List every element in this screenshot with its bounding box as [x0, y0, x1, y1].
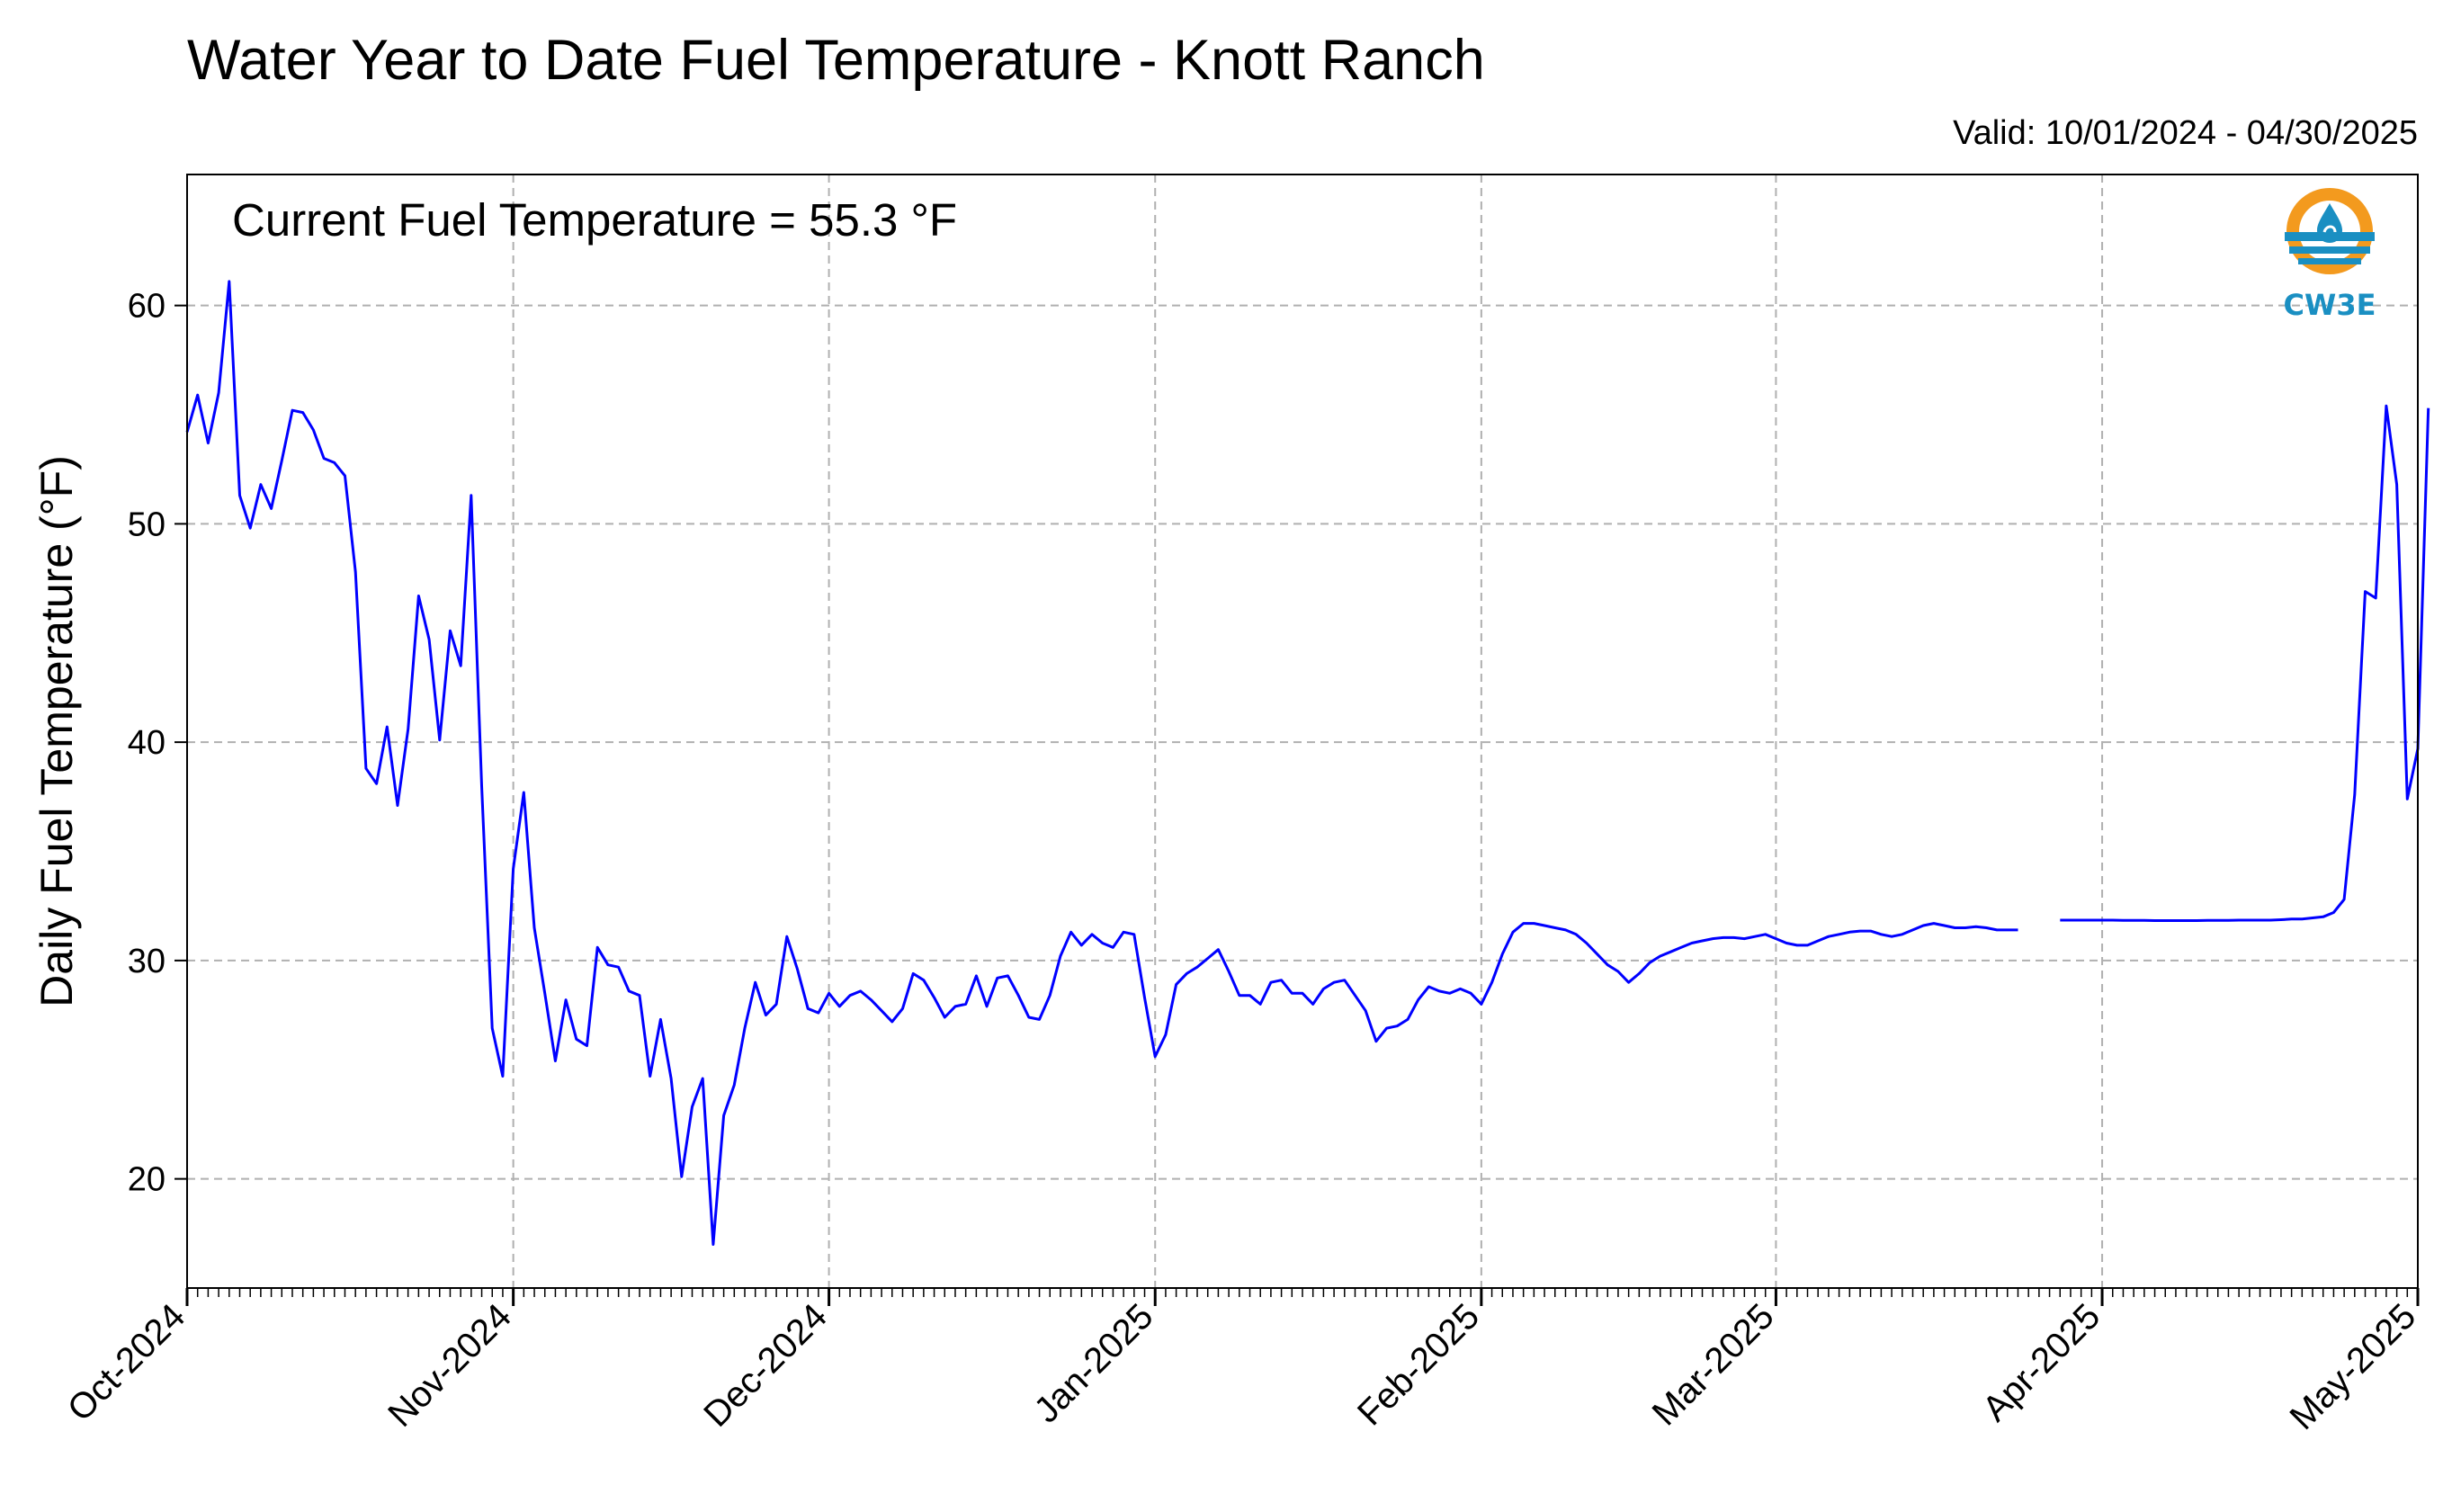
- valid-date-range: Valid: 10/01/2024 - 04/30/2025: [1953, 114, 2418, 152]
- cw3e-logo: CW3E: [2284, 188, 2376, 322]
- y-tick-label: 20: [128, 1161, 166, 1199]
- water-drop-icon: [2317, 203, 2342, 243]
- series-line: [2060, 404, 2430, 922]
- x-tick-label: Jan-2025: [1027, 1296, 1161, 1430]
- y-tick-label: 60: [128, 288, 166, 326]
- grid-lines: [186, 174, 2419, 1288]
- x-tick-label: Nov-2024: [380, 1296, 519, 1435]
- y-axis: 20 30 40 50 60: [128, 288, 187, 1199]
- x-tick-label: Mar-2025: [1645, 1296, 1782, 1433]
- y-tick-label: 50: [128, 505, 166, 543]
- x-tick-label: Feb-2025: [1350, 1296, 1487, 1433]
- series-layer: [185, 280, 2430, 1246]
- logo-wave-band-2: [2289, 246, 2370, 254]
- x-tick-label: Apr-2025: [1975, 1296, 2107, 1428]
- logo-wave-band-3: [2298, 258, 2361, 264]
- current-value-annotation: Current Fuel Temperature = 55.3 °F: [232, 194, 957, 246]
- y-tick-label: 40: [128, 724, 166, 762]
- series-line: [185, 280, 2018, 1246]
- x-axis: Oct-2024 Nov-2024 Dec-2024 Jan-2025 Feb-2025…: [60, 1288, 2423, 1437]
- logo-drop-swirl: [2322, 225, 2337, 233]
- y-axis-label: Daily Fuel Temperature (°F): [31, 455, 82, 1007]
- chart-title: Water Year to Date Fuel Temperature - Kn…: [187, 29, 1485, 92]
- y-tick-label: 30: [128, 943, 166, 980]
- x-tick-label: May-2025: [2282, 1296, 2423, 1437]
- plot-frame: [186, 174, 2419, 1289]
- x-tick-label: Dec-2024: [696, 1296, 835, 1435]
- logo-text: CW3E: [2284, 288, 2376, 322]
- x-tick-label: Oct-2024: [60, 1296, 192, 1428]
